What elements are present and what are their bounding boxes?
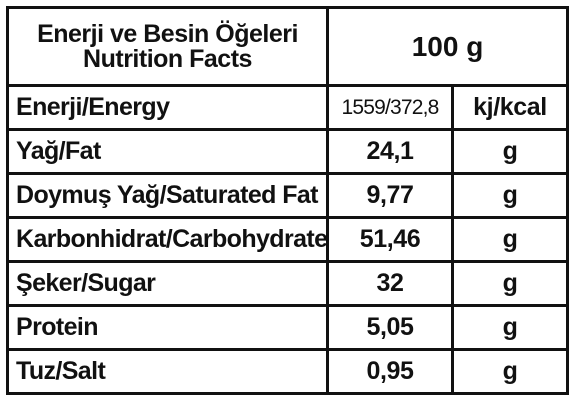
table-title-english: Nutrition Facts bbox=[83, 44, 252, 73]
table-row-energy: Enerji/Energy 1559/372,8 kj/kcal bbox=[6, 84, 570, 131]
nutrient-value: 5,05 bbox=[326, 304, 454, 351]
table-header-row: Enerji ve Besin Öğeleri Nutrition Facts … bbox=[6, 6, 570, 87]
nutrition-facts-table: Enerji ve Besin Öğeleri Nutrition Facts … bbox=[6, 6, 570, 395]
table-title: Enerji ve Besin Öğeleri Nutrition Facts bbox=[6, 6, 329, 87]
serving-size: 100 g bbox=[325, 6, 570, 87]
nutrient-value: 32 bbox=[326, 260, 454, 307]
table-title-turkish: Enerji ve Besin Öğeleri bbox=[37, 19, 298, 48]
nutrient-name: Şeker/Sugar bbox=[6, 260, 329, 307]
table-row-sugar: Şeker/Sugar 32 g bbox=[6, 260, 570, 307]
nutrient-value: 24,1 bbox=[326, 128, 454, 175]
nutrient-name: Yağ/Fat bbox=[6, 128, 329, 175]
nutrient-value: 9,77 bbox=[326, 172, 454, 219]
nutrient-unit: g bbox=[450, 216, 570, 263]
table-row-saturated-fat: Doymuş Yağ/Saturated Fat 9,77 g bbox=[6, 172, 570, 219]
table-row-protein: Protein 5,05 g bbox=[6, 304, 570, 351]
nutrient-unit: g bbox=[450, 304, 570, 351]
nutrient-unit: g bbox=[450, 172, 570, 219]
nutrient-value: 51,46 bbox=[326, 216, 454, 263]
nutrient-value: 1559/372,8 bbox=[326, 84, 454, 131]
nutrient-name: Karbonhidrat/Carbohydrate bbox=[6, 216, 329, 263]
nutrient-name: Enerji/Energy bbox=[6, 84, 329, 131]
nutrient-unit: g bbox=[450, 260, 570, 307]
nutrient-unit: kj/kcal bbox=[450, 84, 570, 131]
table-row-salt: Tuz/Salt 0,95 g bbox=[6, 348, 570, 395]
nutrient-value: 0,95 bbox=[326, 348, 454, 395]
table-row-carbohydrate: Karbonhidrat/Carbohydrate 51,46 g bbox=[6, 216, 570, 263]
nutrient-name: Doymuş Yağ/Saturated Fat bbox=[6, 172, 329, 219]
nutrient-name: Protein bbox=[6, 304, 329, 351]
nutrient-unit: g bbox=[450, 348, 570, 395]
nutrient-unit: g bbox=[450, 128, 570, 175]
table-row-fat: Yağ/Fat 24,1 g bbox=[6, 128, 570, 175]
nutrient-name: Tuz/Salt bbox=[6, 348, 329, 395]
